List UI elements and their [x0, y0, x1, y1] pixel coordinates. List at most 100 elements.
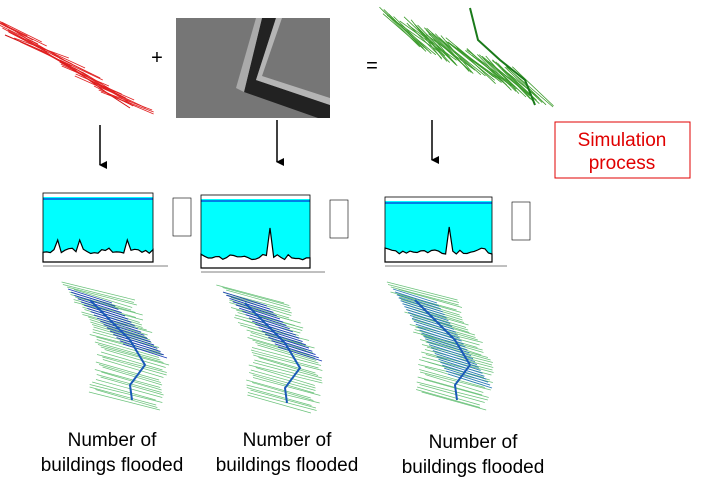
- caption: Number of: [68, 430, 157, 451]
- flood-map: [386, 281, 494, 411]
- flooded-section: [242, 310, 287, 326]
- cross-section: [424, 336, 482, 356]
- flood-maps: [61, 281, 494, 414]
- flooded-section: [232, 301, 277, 317]
- flooded-section: [226, 294, 271, 310]
- cross-section: [252, 382, 314, 401]
- cross-section: [41, 47, 86, 69]
- cross-section: [59, 59, 103, 81]
- cross-section: [95, 361, 160, 381]
- cross-section: [421, 351, 493, 371]
- cross-section: [408, 24, 457, 61]
- legend: [172, 197, 192, 237]
- cross-section: [479, 54, 517, 92]
- cross-section: [246, 387, 312, 406]
- cross-section: [254, 359, 323, 379]
- cross-section: [88, 316, 148, 336]
- label-line: Simulation: [578, 130, 667, 151]
- cross-section: [229, 299, 290, 319]
- cross-section: [419, 384, 485, 403]
- cross-section: [89, 386, 157, 406]
- flooded-section: [106, 327, 151, 343]
- flooded-section: [235, 304, 281, 320]
- flood-map: [216, 284, 323, 414]
- result-network: [379, 6, 554, 108]
- cross-section: [393, 19, 437, 56]
- flooded-section: [408, 312, 453, 327]
- flooded-section: [392, 288, 438, 304]
- cross-section: [94, 341, 161, 361]
- flooded-section: [80, 301, 126, 317]
- flooded-section: [93, 314, 139, 330]
- cross-section: [96, 374, 162, 393]
- flooded-section: [271, 340, 316, 355]
- flooded-section: [116, 337, 161, 352]
- cross-section: [477, 54, 512, 91]
- flooded-section: [436, 355, 481, 371]
- cross-section: [96, 354, 167, 373]
- profile-chart: [200, 194, 349, 273]
- cross-section: [98, 364, 161, 383]
- flooded-section: [415, 323, 460, 339]
- flooded-section: [445, 370, 491, 386]
- river-line: [89, 299, 147, 401]
- profile-chart: [384, 196, 531, 267]
- flooded-section: [109, 330, 155, 346]
- cross-section: [248, 364, 323, 384]
- cross-section: [102, 356, 167, 376]
- flooded-section: [261, 330, 306, 346]
- cross-section: [419, 371, 491, 391]
- flooded-section: [119, 340, 164, 356]
- cross-section: [14, 37, 69, 59]
- cross-section: [92, 381, 156, 401]
- river-line: [4, 34, 131, 109]
- cross-section: [102, 366, 163, 386]
- cross-section: [421, 334, 484, 353]
- cross-section: [251, 347, 322, 366]
- flooded-section: [122, 343, 168, 359]
- flooded-section: [413, 320, 458, 336]
- cross-section: [252, 362, 322, 381]
- cross-section: [417, 376, 483, 396]
- caption: Number of: [243, 430, 332, 451]
- cross-section: [253, 354, 316, 374]
- river-line: [414, 299, 472, 401]
- caption: Number of: [429, 432, 518, 453]
- flooded-section: [96, 317, 142, 333]
- cross-section: [100, 376, 164, 396]
- cross-section: [492, 59, 531, 100]
- caption: buildings flooded: [216, 455, 359, 476]
- cross-section: [96, 339, 159, 358]
- cross-section: [101, 371, 162, 391]
- cross-section: [417, 386, 480, 406]
- cross-section: [250, 349, 319, 369]
- equals-sign: =: [366, 55, 378, 77]
- cross-section: [100, 346, 170, 366]
- flooded-section: [434, 353, 479, 368]
- cross-section: [104, 349, 166, 368]
- cross-section: [506, 66, 554, 108]
- cross-section: [97, 83, 132, 105]
- cross-section: [386, 281, 458, 301]
- cross-section: [222, 287, 290, 306]
- flood-map: [61, 281, 170, 411]
- flooded-section: [84, 304, 129, 320]
- cross-section: [246, 379, 311, 399]
- cross-section: [489, 61, 527, 98]
- flooded-section: [258, 327, 303, 343]
- cross-section: [247, 327, 306, 346]
- cross-section: [4, 25, 47, 47]
- cross-section: [102, 359, 164, 378]
- profiles: [42, 192, 531, 273]
- cross-section: [425, 374, 484, 393]
- cross-section: [106, 93, 154, 115]
- flooded-section: [411, 317, 457, 333]
- cross-section: [257, 344, 319, 364]
- river-line: [244, 302, 302, 404]
- cross-section: [416, 389, 481, 408]
- cross-section: [422, 356, 492, 376]
- flooded-section: [277, 346, 323, 362]
- cross-section: [91, 324, 152, 343]
- cross-section: [382, 13, 425, 50]
